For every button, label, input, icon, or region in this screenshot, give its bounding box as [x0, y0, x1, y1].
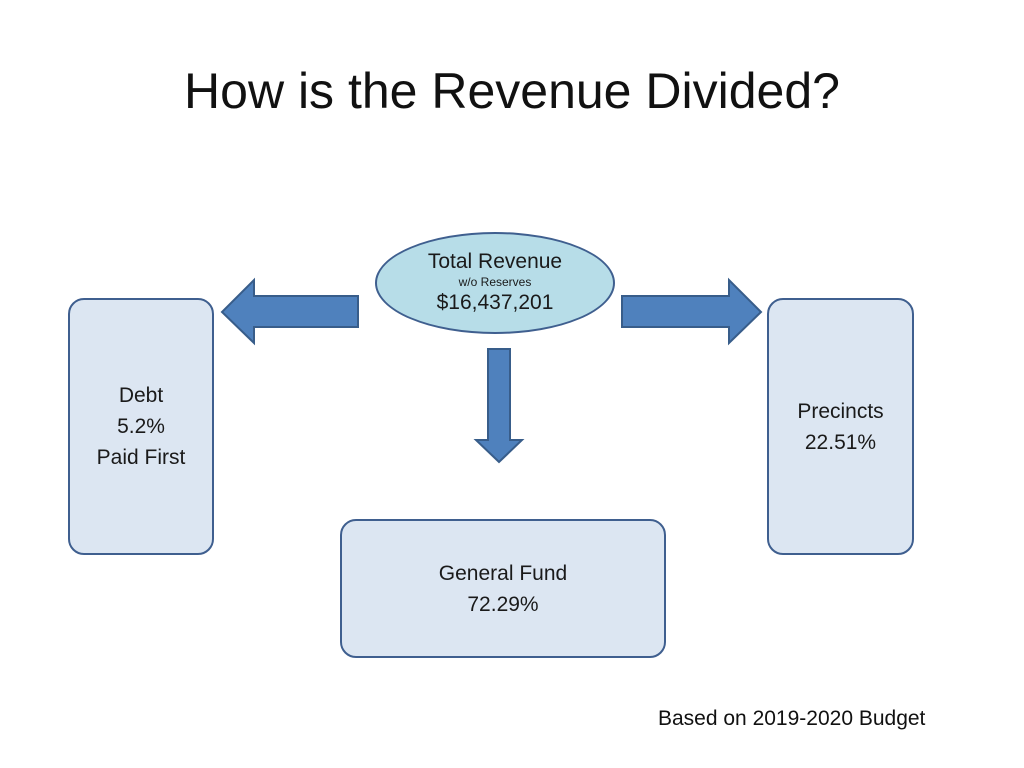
debt-note: Paid First	[96, 446, 186, 469]
arrow-left	[220, 277, 359, 346]
precincts-percent: 22.51%	[804, 430, 877, 454]
general-fund-box: General Fund 72.29%	[340, 519, 666, 658]
total-revenue-amount: $16,437,201	[436, 291, 554, 314]
arrow-down	[473, 348, 525, 464]
total-revenue-sublabel: w/o Reserves	[458, 275, 532, 289]
total-revenue-label: Total Revenue	[427, 250, 563, 273]
debt-box: Debt 5.2% Paid First	[68, 298, 214, 555]
precincts-box: Precincts 22.51%	[767, 298, 914, 555]
debt-label: Debt	[118, 384, 164, 407]
general-fund-label: General Fund	[438, 561, 568, 585]
slide-title: How is the Revenue Divided?	[184, 63, 840, 119]
general-fund-percent: 72.29%	[467, 592, 539, 616]
precincts-label: Precincts	[797, 399, 884, 423]
budget-footnote: Based on 2019-2020 Budget	[658, 707, 926, 730]
arrow-right	[621, 277, 763, 346]
debt-percent: 5.2%	[117, 415, 165, 438]
total-revenue-oval: Total Revenue w/o Reserves $16,437,201	[375, 232, 615, 334]
